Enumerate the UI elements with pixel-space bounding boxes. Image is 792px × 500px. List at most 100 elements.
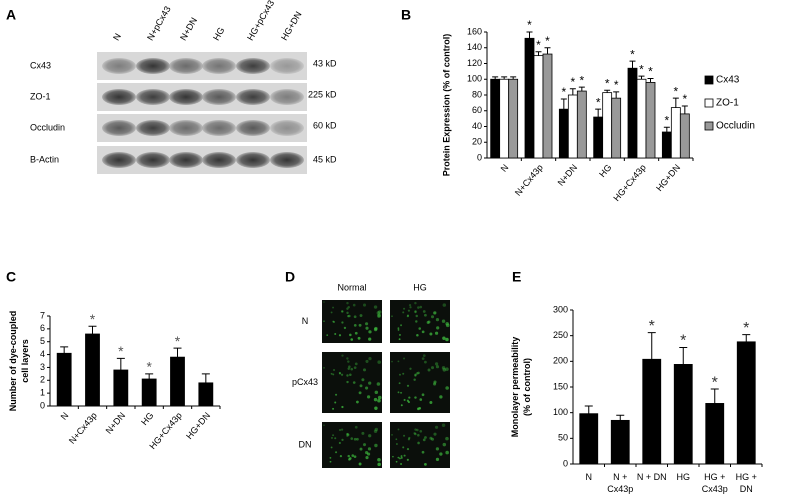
- micrograph: [322, 422, 382, 468]
- fluorescence: [326, 334, 329, 337]
- blot-band: [236, 58, 270, 74]
- error-bar: [647, 332, 656, 360]
- fluorescence: [430, 315, 435, 319]
- fluorescence: [346, 311, 349, 315]
- legend-label: Occludin: [716, 121, 755, 132]
- y-tick-label: 7: [40, 310, 45, 320]
- error-bar: [595, 108, 602, 118]
- fluorescence: [373, 305, 378, 309]
- bar: [576, 90, 587, 159]
- fluorescence: [347, 433, 350, 437]
- fluorescence: [436, 326, 440, 330]
- fluorescence: [414, 301, 417, 305]
- blot-band: [136, 58, 170, 74]
- fluorescence: [421, 357, 425, 360]
- fluorescence: [399, 457, 401, 460]
- fluorescence: [361, 378, 365, 382]
- error-bar: [535, 51, 542, 56]
- blot-band: [102, 89, 136, 105]
- fluorescence: [332, 407, 335, 410]
- fluorescence: [435, 457, 440, 462]
- y-axis-label-line: cell layers: [20, 339, 30, 383]
- fluorescence: [417, 433, 420, 437]
- significance-star: *: [614, 78, 619, 92]
- blot-band: [169, 120, 203, 136]
- y-tick-label: 150: [553, 381, 568, 391]
- blot-band: [102, 58, 136, 74]
- y-tick-label: 50: [558, 433, 568, 443]
- fluorescence: [331, 436, 333, 439]
- fluorescence: [403, 434, 406, 437]
- fluorescence: [414, 432, 417, 436]
- error-bar: [629, 60, 636, 69]
- fluorescence: [353, 366, 357, 370]
- fluorescence: [427, 368, 431, 372]
- fluorescence: [330, 446, 333, 449]
- size-label: 60 kD: [313, 120, 337, 130]
- bar: [490, 78, 501, 159]
- fluorescence: [354, 362, 358, 366]
- blot-band: [270, 58, 304, 74]
- bar: [542, 53, 553, 159]
- fluorescence: [402, 446, 405, 449]
- error-bar: [647, 77, 654, 83]
- fluorescence: [334, 332, 337, 335]
- size-label: 225 kD: [308, 89, 337, 99]
- fluorescence: [414, 310, 417, 313]
- fluorescence: [406, 447, 410, 451]
- fluorescence: [445, 367, 449, 371]
- fluorescence: [368, 434, 372, 438]
- fluorescence: [376, 382, 381, 386]
- y-tick-label: 0: [563, 458, 568, 468]
- blot-band: [202, 152, 236, 168]
- x-tick-label-line: DN: [740, 484, 753, 494]
- fluorescence: [419, 429, 423, 433]
- fluorescence: [424, 463, 427, 466]
- bar: [611, 97, 622, 159]
- significance-star: *: [648, 65, 653, 79]
- fluorescence: [442, 336, 446, 340]
- fluorescence: [398, 382, 401, 385]
- blot-band: [236, 152, 270, 168]
- fluorescence: [340, 310, 344, 313]
- fluorescence: [416, 333, 419, 337]
- fluorescence: [395, 438, 398, 441]
- fluorescence: [416, 372, 419, 375]
- column-header: Normal: [337, 282, 366, 292]
- fluorescence: [445, 450, 449, 455]
- bar: [579, 413, 599, 465]
- fluorescence: [408, 304, 412, 307]
- fluorescence: [346, 301, 349, 305]
- fluorescence: [377, 395, 382, 400]
- fluorescence: [445, 321, 449, 326]
- fluorescence: [353, 437, 357, 441]
- bar: [558, 108, 569, 159]
- error-bar: [501, 76, 508, 80]
- row-label: N: [302, 316, 309, 326]
- error-bar: [578, 86, 585, 92]
- y-tick-label: 80: [472, 89, 482, 99]
- fluorescence: [347, 360, 350, 363]
- size-label: 45 kD: [313, 154, 337, 164]
- fluorescence: [429, 332, 433, 336]
- y-axis-label-line: (% of control): [522, 358, 532, 416]
- fluorescence: [409, 306, 412, 309]
- fluorescence: [338, 441, 341, 445]
- significance-star: *: [90, 311, 96, 327]
- fluorescence: [422, 354, 426, 358]
- bar: [85, 333, 100, 407]
- row-label: Cx43: [30, 60, 51, 70]
- bar: [508, 78, 519, 159]
- fluorescence: [330, 372, 333, 375]
- fluorescence: [341, 310, 344, 313]
- fluorescence: [398, 338, 401, 341]
- y-tick-label: 250: [553, 330, 568, 340]
- fluorescence: [365, 359, 369, 363]
- fluorescence: [415, 314, 418, 318]
- fluorescence: [445, 436, 449, 441]
- fluorescence: [396, 443, 398, 445]
- x-tick-label-line: N + DN: [637, 472, 667, 482]
- y-tick-label: 2: [40, 375, 45, 385]
- fluorescence: [374, 406, 378, 411]
